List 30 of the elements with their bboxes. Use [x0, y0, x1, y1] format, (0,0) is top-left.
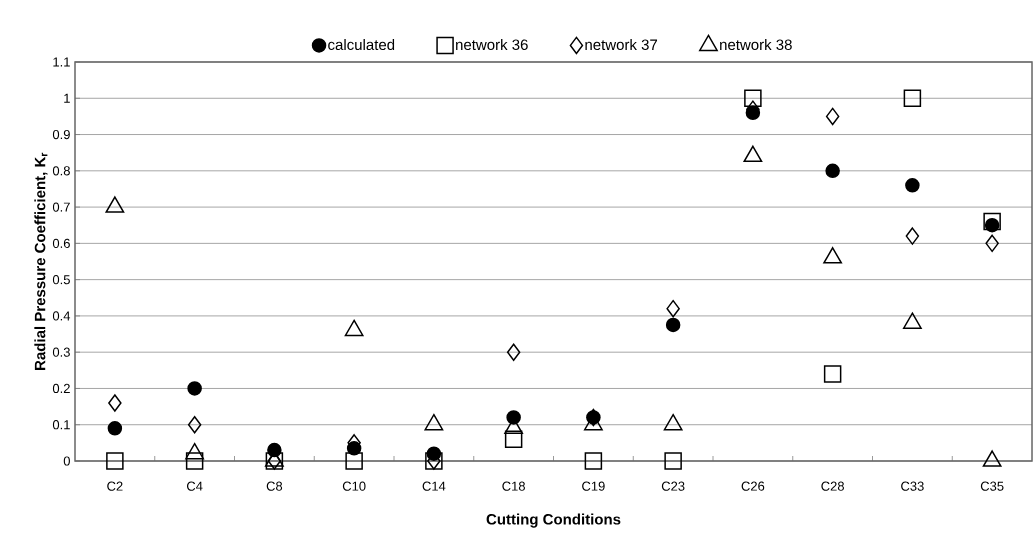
y-tick-label: 0.2	[52, 383, 70, 394]
y-tick-label: 0.7	[52, 202, 70, 212]
y-tick-label: 0.5	[52, 275, 70, 285]
legend-label: calculated	[328, 39, 395, 51]
legend-label: network 36	[456, 39, 528, 51]
y-tick-label: 0	[63, 456, 70, 466]
x-tick-label: C4	[186, 481, 203, 491]
x-tick-label: C33	[901, 481, 924, 491]
y-tick-label: 0.8	[52, 166, 70, 176]
x-tick-label: C2	[107, 481, 123, 491]
y-tick-label: 0.1	[52, 420, 70, 430]
x-tick-label: C8	[266, 481, 283, 491]
legend-label: network 38	[720, 39, 792, 51]
y-tick-label: 0.9	[52, 129, 70, 140]
x-tick-label: C26	[741, 481, 765, 491]
y-tick-label: 0.4	[52, 311, 71, 321]
y-tick-label: 1	[64, 93, 70, 103]
y-tick-label: 1.1	[53, 57, 70, 67]
legend-label: network 37	[585, 39, 658, 51]
x-tick-label: C23	[661, 481, 685, 491]
x-axis-title: Cutting Conditions	[486, 513, 621, 528]
y-axis-title: Radial Pressure Coefficient, K$_{r}$	[34, 152, 48, 370]
x-tick-label: C18	[502, 481, 525, 491]
x-tick-label: C10	[342, 481, 366, 491]
x-tick-label: C28	[821, 481, 844, 491]
x-tick-label: C14	[422, 481, 446, 491]
y-tick-label: 0.6	[52, 238, 70, 248]
y-tick-label: 0.3	[52, 347, 70, 357]
x-tick-label: C19	[582, 481, 605, 491]
x-tick-label: C35	[980, 481, 1004, 491]
